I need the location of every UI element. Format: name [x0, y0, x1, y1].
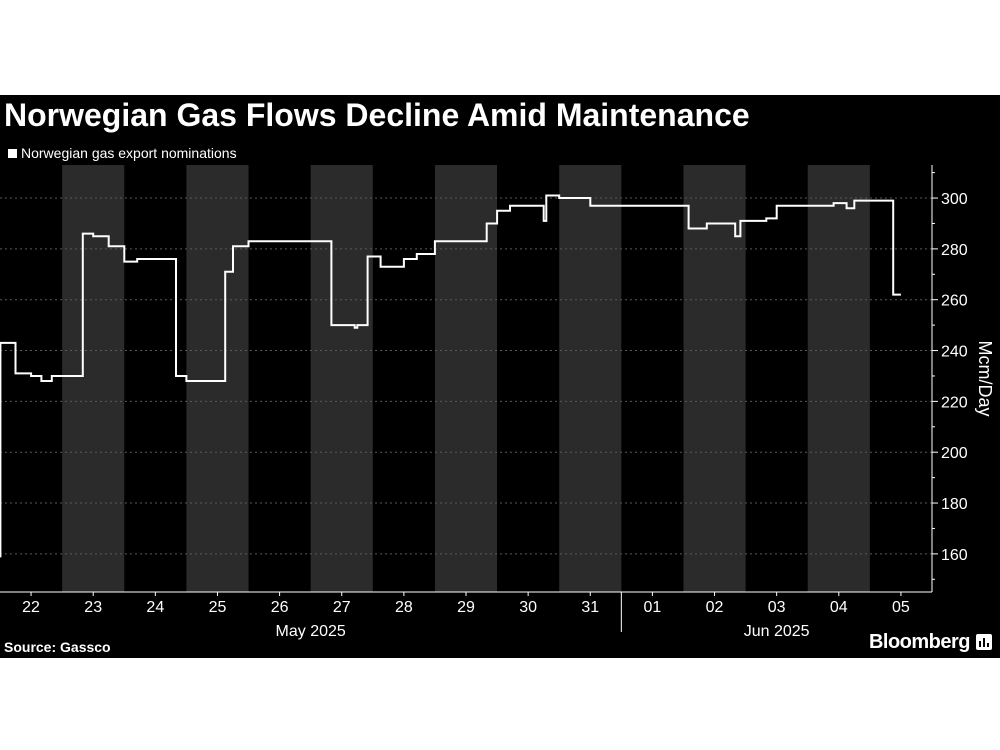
y-tick-label: 200	[941, 445, 968, 462]
x-group-label: May 2025	[276, 623, 346, 640]
y-tick-label: 180	[941, 496, 968, 513]
line-chart: Mcm/Day 22 23 24 25 26 27 28 29 30 31 01 02 03 04 05 Ma…	[0, 165, 995, 640]
x-tick-label: 23	[84, 599, 102, 616]
x-tick-label: 31	[581, 599, 599, 616]
x-tick-label: 02	[706, 599, 724, 616]
x-tick-label: 24	[146, 599, 164, 616]
x-tick-label: 05	[892, 599, 910, 616]
brand-name: Bloomberg	[868, 631, 971, 653]
y-tick-label: 280	[941, 242, 968, 259]
y-tick-label: 240	[941, 344, 968, 361]
weekend-band	[310, 165, 373, 592]
y-tick-labels: 160 180 200 220 240 260 280 300	[941, 191, 968, 564]
legend-swatch	[8, 148, 17, 158]
x-tick-label: 25	[209, 599, 227, 616]
source-note: Source: Gassco	[4, 639, 111, 655]
y-tick-label: 300	[941, 191, 968, 208]
legend: Norwegian gas export nominations	[8, 145, 237, 161]
y-tick-label: 220	[941, 394, 968, 411]
y-axis-label: Mcm/Day	[975, 341, 995, 417]
x-tick-label: 30	[519, 599, 537, 616]
x-group-label: Jun 2025	[744, 623, 810, 640]
chart-card: Norwegian Gas Flows Decline Amid Mainten…	[0, 95, 1000, 658]
x-tick-label: 26	[271, 599, 289, 616]
bloomberg-bars-icon	[976, 634, 992, 650]
x-tick-label: 03	[768, 599, 786, 616]
x-tick-label: 29	[457, 599, 475, 616]
legend-label: Norwegian gas export nominations	[21, 145, 237, 161]
chart-title: Norwegian Gas Flows Decline Amid Mainten…	[4, 97, 750, 133]
weekend-bands	[62, 165, 870, 592]
y-tick-label: 160	[941, 547, 968, 564]
weekend-band	[434, 165, 498, 592]
weekend-band	[186, 165, 249, 592]
weekend-band	[807, 165, 870, 592]
x-tick-label: 27	[333, 599, 351, 616]
x-tick-label: 28	[395, 599, 413, 616]
x-tick-label: 22	[22, 599, 40, 616]
x-tick-label: 01	[644, 599, 662, 616]
x-tick-labels: 22 23 24 25 26 27 28 29 30 31 01 02 03 04 05 May 2025 Ju…	[22, 592, 910, 640]
gridlines	[0, 172, 938, 580]
y-tick-label: 260	[941, 293, 968, 310]
weekend-band	[559, 165, 622, 592]
series-group	[0, 194, 901, 558]
brand: Bloomberg	[869, 630, 992, 654]
x-tick-label: 04	[830, 599, 848, 616]
series-line	[0, 194, 901, 558]
weekend-band	[62, 165, 125, 592]
